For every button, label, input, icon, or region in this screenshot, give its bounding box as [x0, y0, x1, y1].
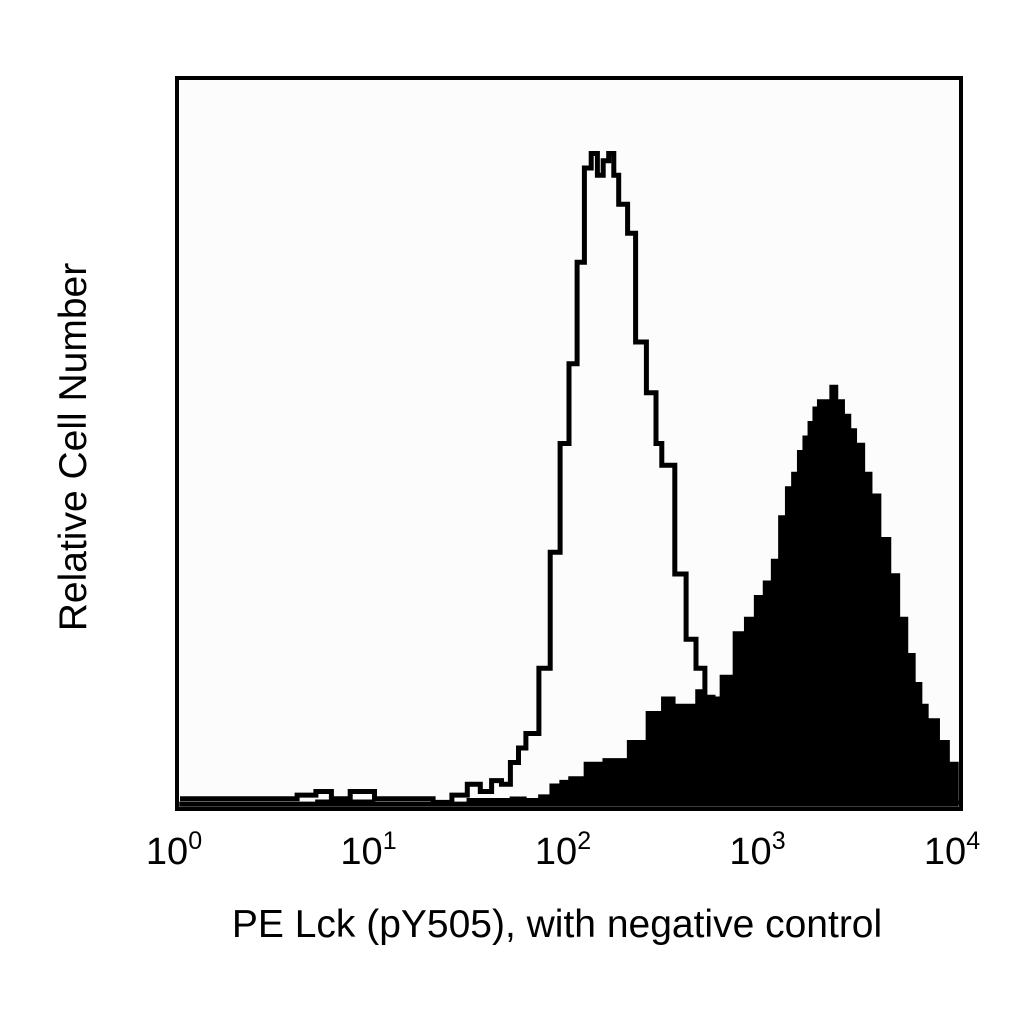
x-tick-labels: 100 101 102 103 104	[146, 827, 980, 873]
filled-histogram-series	[179, 384, 959, 807]
x-tick-label-3: 103	[729, 827, 785, 873]
x-tick-label-0: 100	[146, 827, 202, 873]
x-axis-title: PE Lck (pY505), with negative control	[232, 903, 882, 946]
x-tick-label-4: 104	[924, 827, 980, 873]
series-layer	[179, 151, 961, 807]
x-tick-label-2: 102	[535, 827, 591, 873]
y-axis-title: Relative Cell Number	[52, 263, 95, 631]
x-tick-label-1: 101	[340, 827, 396, 873]
plot-frame	[175, 76, 963, 811]
